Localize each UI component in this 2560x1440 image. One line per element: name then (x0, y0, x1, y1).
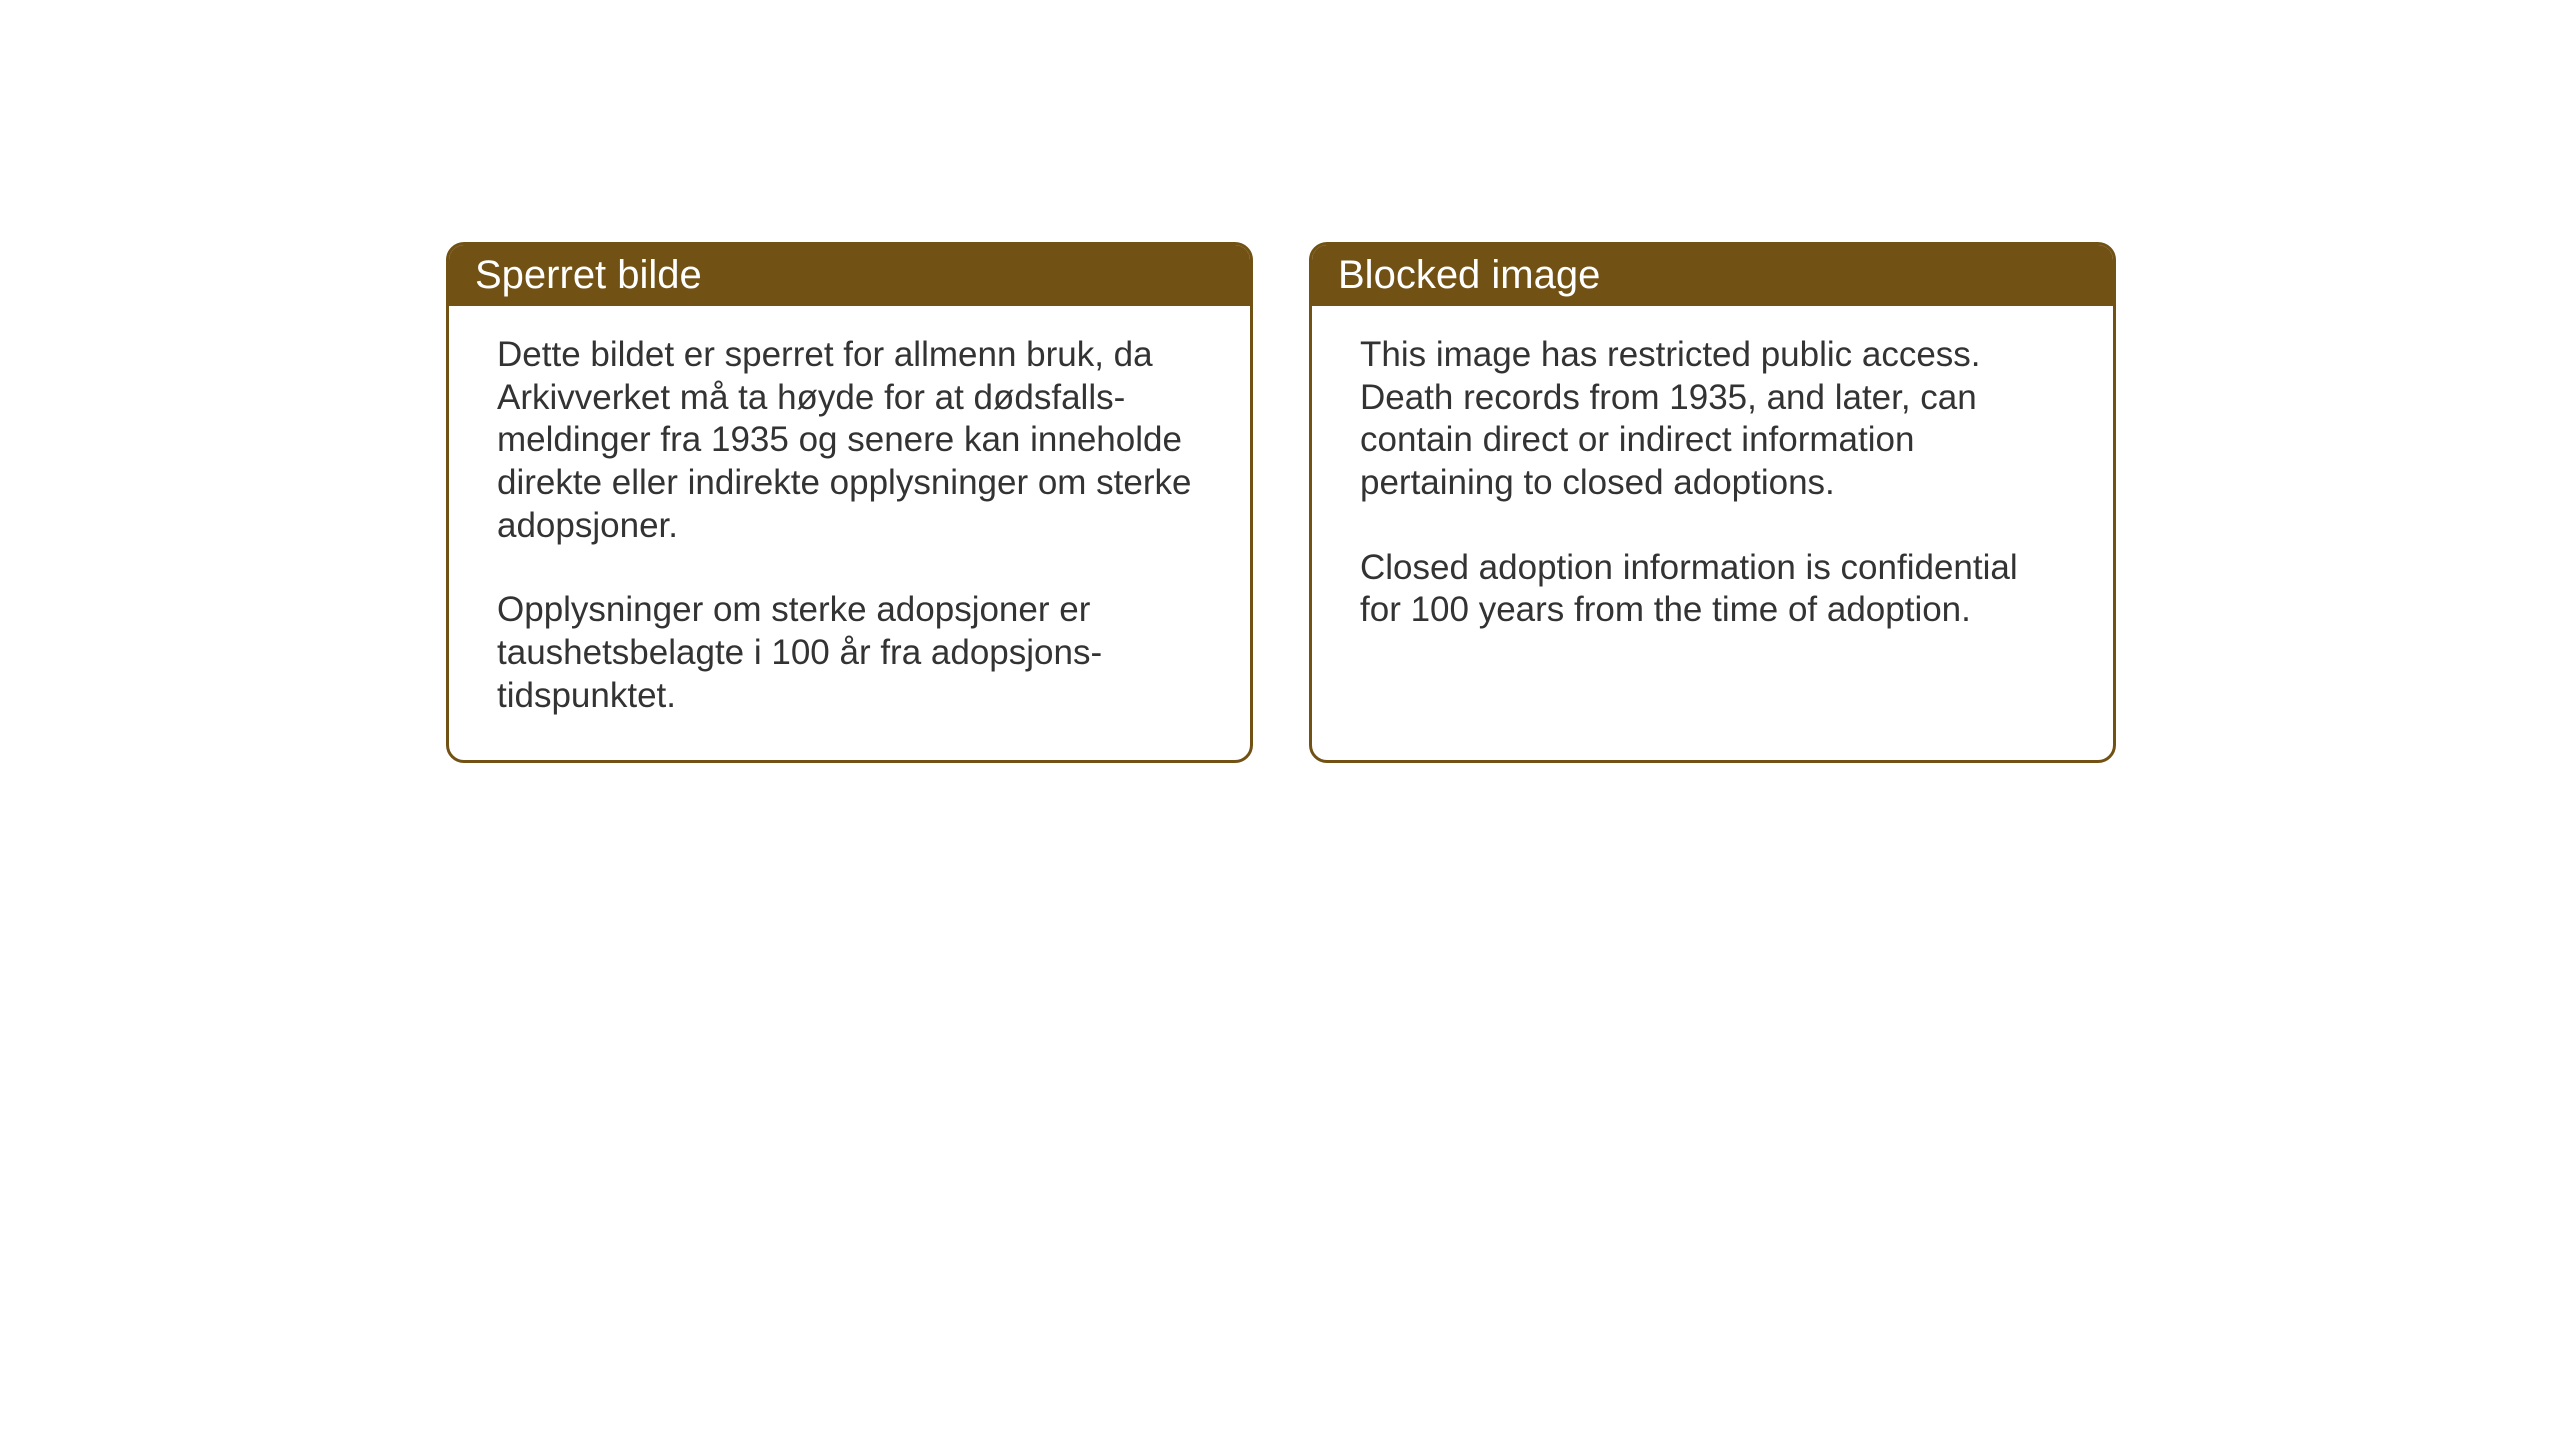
notice-body-norwegian: Dette bildet er sperret for allmenn bruk… (449, 306, 1250, 760)
notice-header-norwegian: Sperret bilde (449, 245, 1250, 306)
notice-container: Sperret bilde Dette bildet er sperret fo… (446, 242, 2116, 763)
notice-card-norwegian: Sperret bilde Dette bildet er sperret fo… (446, 242, 1253, 763)
notice-paragraph-2-english: Closed adoption information is confident… (1360, 547, 2065, 632)
notice-paragraph-1-norwegian: Dette bildet er sperret for allmenn bruk… (497, 334, 1202, 547)
notice-paragraph-1-english: This image has restricted public access.… (1360, 334, 2065, 505)
notice-card-english: Blocked image This image has restricted … (1309, 242, 2116, 763)
notice-title-english: Blocked image (1338, 253, 1600, 297)
notice-paragraph-2-norwegian: Opplysninger om sterke adopsjoner er tau… (497, 589, 1202, 717)
notice-title-norwegian: Sperret bilde (475, 253, 702, 297)
notice-body-english: This image has restricted public access.… (1312, 306, 2113, 674)
notice-header-english: Blocked image (1312, 245, 2113, 306)
